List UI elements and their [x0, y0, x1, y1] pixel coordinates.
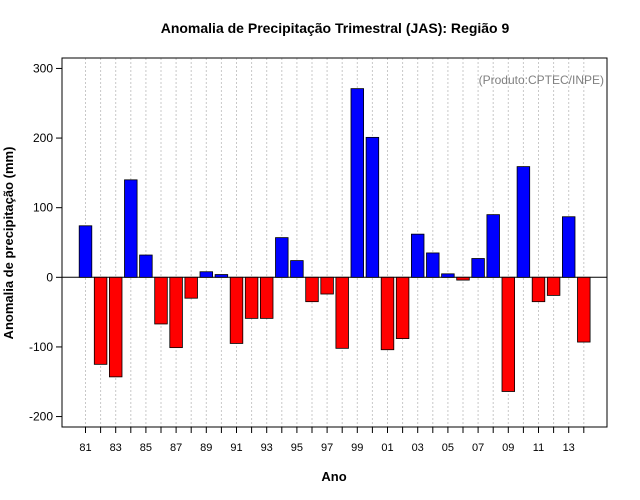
x-tick-label-95: 95 — [291, 442, 303, 454]
bar-02 — [395, 276, 410, 339]
bar-94 — [275, 237, 289, 278]
x-tick-label-91: 91 — [230, 442, 242, 454]
x-tick-label-05: 05 — [442, 442, 454, 454]
bar-85 — [139, 254, 153, 278]
bar-99 — [350, 88, 365, 278]
bar-07 — [471, 258, 485, 278]
bar-89 — [199, 271, 214, 278]
bar-87 — [169, 276, 183, 349]
bars — [78, 88, 591, 392]
bar-97 — [320, 276, 334, 295]
bar-01 — [380, 276, 395, 351]
x-tick-label-11: 11 — [533, 442, 544, 454]
bar-12 — [546, 276, 561, 296]
axes: -200 -100 0 100 200 300 81 83 85 87 89 91 93 95 97 99 01… — [29, 61, 585, 454]
x-tick-label-81: 81 — [79, 442, 91, 454]
bar-83 — [109, 276, 123, 378]
x-tick-label-09: 09 — [502, 442, 514, 454]
plot-frame — [61, 57, 608, 428]
bar-96 — [305, 276, 319, 303]
y-tick-label-200: 200 — [33, 131, 53, 145]
x-tick-label-99: 99 — [351, 442, 363, 454]
bar-05 — [441, 273, 455, 278]
bar-14 — [577, 276, 591, 343]
x-tick-label-97: 97 — [321, 442, 333, 454]
bar-03 — [410, 233, 425, 278]
bar-82 — [93, 276, 108, 365]
bar-93 — [259, 276, 274, 319]
x-tick-label-85: 85 — [140, 442, 152, 454]
y-axis-label: Anomalia de precipitação (mm) — [1, 147, 16, 340]
bar-98 — [335, 276, 349, 349]
x-axis-label: Ano — [321, 469, 346, 484]
y-tick-label--100: -100 — [29, 340, 53, 354]
x-tick-label-13: 13 — [563, 442, 575, 454]
bar-10 — [516, 166, 531, 278]
y-tick-label-100: 100 — [33, 201, 53, 215]
bar-11 — [531, 276, 546, 303]
source-annotation: (Produto:CPTEC/INPE) — [479, 73, 604, 87]
x-tick-label-07: 07 — [472, 442, 484, 454]
x-tick-label-03: 03 — [412, 442, 424, 454]
bar-95 — [290, 260, 304, 278]
bar-00 — [365, 136, 380, 278]
bar-86 — [154, 276, 168, 325]
x-tick-label-93: 93 — [261, 442, 273, 454]
bar-88 — [184, 276, 198, 299]
x-tick-label-87: 87 — [170, 442, 182, 454]
bar-90 — [214, 274, 229, 278]
y-tick-label-0: 0 — [46, 270, 53, 284]
bar-13 — [562, 216, 576, 278]
bar-08 — [486, 214, 500, 278]
y-tick-label--200: -200 — [29, 410, 53, 424]
x-tick-label-83: 83 — [110, 442, 122, 454]
bar-91 — [229, 276, 244, 344]
bar-06 — [456, 276, 470, 281]
x-tick-label-89: 89 — [200, 442, 212, 454]
bar-04 — [426, 252, 440, 278]
bar-92 — [244, 276, 259, 319]
bar-09 — [501, 276, 516, 392]
bar-84 — [124, 179, 138, 278]
x-tick-label-01: 01 — [381, 442, 393, 454]
y-tick-label-300: 300 — [33, 61, 53, 75]
chart-title: Anomalia de Precipitação Trimestral (JAS… — [161, 20, 510, 36]
bar-81 — [78, 225, 93, 278]
